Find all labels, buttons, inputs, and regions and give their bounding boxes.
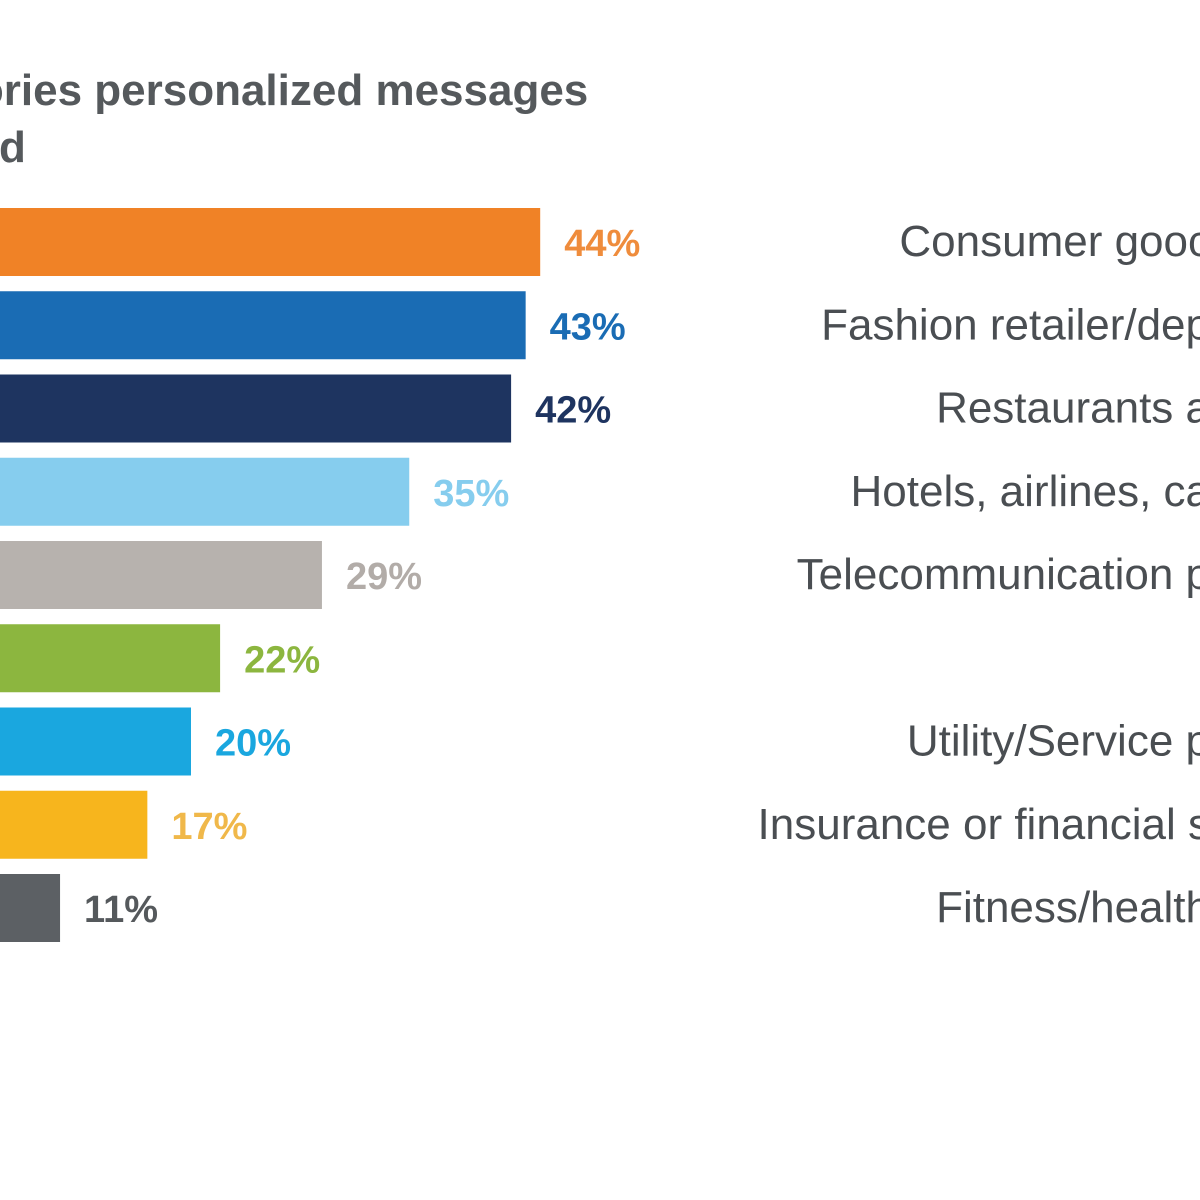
value-label-1: 43% <box>550 306 626 348</box>
bar-2 <box>0 374 512 443</box>
category-label-6: Utility/Service p <box>907 717 1200 766</box>
value-label-6: 20% <box>215 723 291 765</box>
category-label-0: Consumer gooc <box>899 217 1200 266</box>
chart-title-line-2: ved <box>0 123 26 172</box>
bar-7 <box>0 790 148 859</box>
value-label-0: 44% <box>564 223 640 265</box>
category-labels-group: Consumer gooc Fashion retailer/dep Restaur… <box>758 217 1200 932</box>
value-label-4: 29% <box>346 556 422 598</box>
bar-6 <box>0 707 191 776</box>
bar-1 <box>0 291 526 360</box>
bar-8 <box>0 874 61 942</box>
chart-title-line-1: gories personalized messages <box>0 66 589 115</box>
value-label-5: 22% <box>244 639 320 681</box>
bar-0 <box>0 208 541 276</box>
category-label-8: Fitness/health <box>936 883 1200 932</box>
category-label-7: Insurance or financial s <box>758 800 1200 849</box>
category-label-2: Restaurants a <box>936 384 1200 433</box>
category-label-3: Hotels, airlines, ca <box>851 467 1200 516</box>
bar-5 <box>0 624 221 693</box>
bar-3 <box>0 457 410 526</box>
value-label-2: 42% <box>535 390 611 432</box>
value-label-8: 11% <box>84 889 158 931</box>
value-labels-group: 44% 43% 42% 35% 29% 22% 20% 17% 11% <box>84 223 640 931</box>
value-label-3: 35% <box>433 473 509 515</box>
category-label-1: Fashion retailer/dep <box>821 300 1200 349</box>
category-label-4: Telecommunication p <box>797 550 1200 599</box>
bars-group <box>0 208 541 942</box>
bar-4 <box>0 541 322 609</box>
chart-title: gories personalized messages ved <box>0 62 710 176</box>
value-label-7: 17% <box>171 806 247 848</box>
